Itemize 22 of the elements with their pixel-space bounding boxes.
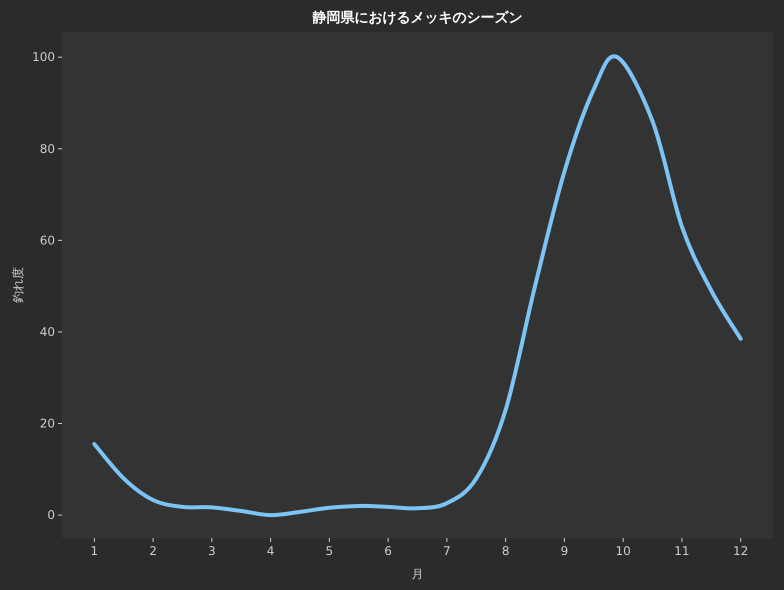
x-tick-label: 12 [733,544,748,558]
y-tick-label: 60 [40,233,55,248]
y-tick-label: 40 [40,324,55,339]
x-tick-label: 3 [208,544,216,558]
y-tick-label: 80 [40,142,55,156]
x-axis-title: 月 [412,567,424,581]
x-tick-label: 9 [560,544,568,558]
y-tick-label: 100 [32,50,55,64]
x-tick-label: 2 [149,544,157,558]
x-tick-label: 11 [674,544,690,558]
y-tick-label: 0 [47,508,55,522]
x-tick-label: 1 [90,544,98,558]
x-tick-label: 5 [326,544,334,558]
x-tick-label: 6 [384,544,392,558]
y-axis-title: 釣れ度 [11,267,25,303]
x-tick-label: 10 [616,544,631,558]
line-series [92,55,743,518]
chart-title: 静岡県におけるメッキのシーズン [312,10,522,26]
x-tick-label: 7 [443,544,451,558]
x-tick-label: 4 [266,544,274,558]
x-tick-label: 8 [502,544,510,558]
y-tick-label: 20 [40,416,55,431]
